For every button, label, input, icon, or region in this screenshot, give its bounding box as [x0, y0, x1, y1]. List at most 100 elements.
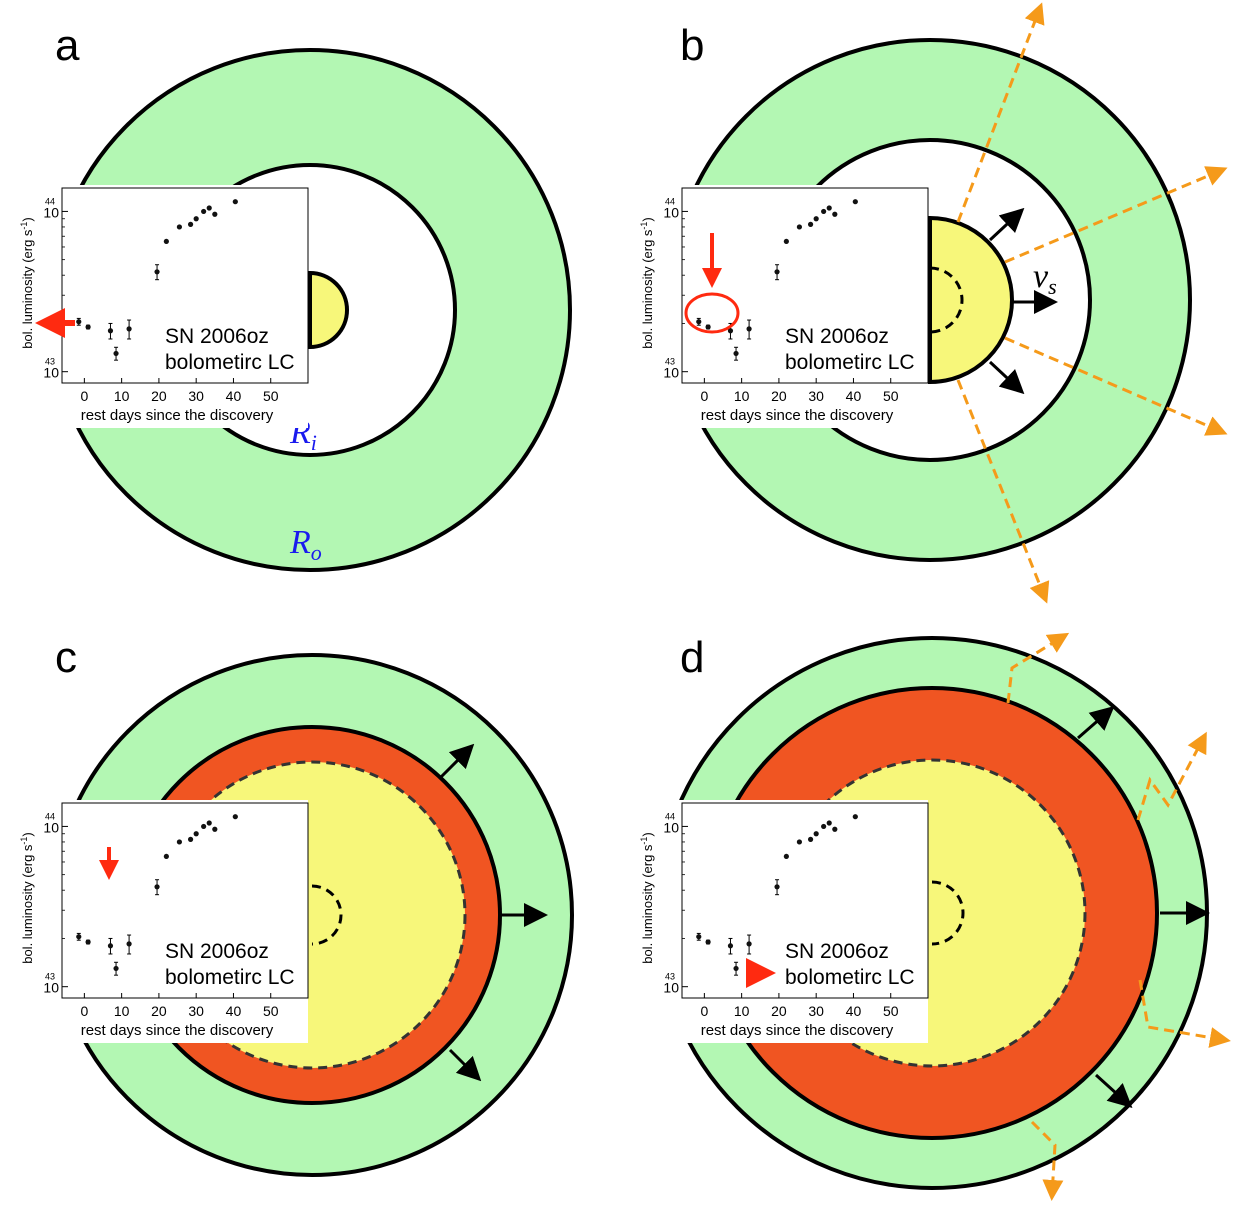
data-point: [212, 211, 218, 217]
data-point: [826, 205, 832, 211]
y-tick-exponent: 43: [45, 972, 55, 982]
y-tick-exponent: 44: [665, 196, 675, 206]
y-tick-label: 10: [663, 204, 679, 220]
y-axis-label: bol. luminosity (erg s-1): [639, 832, 655, 964]
data-point: [774, 884, 780, 890]
data-point: [176, 224, 183, 230]
x-tick-label: 10: [734, 388, 750, 404]
plot-frame: [681, 802, 929, 999]
x-tick-label: 30: [188, 1003, 204, 1019]
x-tick-label: 40: [846, 388, 862, 404]
x-tick-label: 30: [188, 388, 204, 404]
data-point: [176, 839, 183, 845]
x-axis-label: rest days since the discovery: [81, 1022, 274, 1039]
y-tick-exponent: 44: [665, 811, 675, 821]
outer-radius-label: Ro: [289, 524, 322, 565]
y-tick-label: 10: [663, 819, 679, 835]
inset-background: [630, 800, 928, 1043]
data-point: [85, 939, 91, 945]
y-tick-label: 10: [43, 980, 59, 996]
data-point: [212, 826, 218, 832]
data-point: [206, 820, 212, 826]
inset-background: [10, 800, 308, 1043]
data-point: [126, 326, 132, 332]
inset-background: [10, 185, 308, 428]
data-point: [821, 823, 827, 830]
data-point: [232, 199, 238, 205]
data-point: [126, 941, 132, 947]
escaping-photon-path: [1136, 731, 1207, 821]
initial-ejecta-boundary: [931, 880, 965, 946]
x-tick-label: 10: [734, 1003, 750, 1019]
x-tick-label: 30: [808, 388, 824, 404]
data-point: [113, 965, 119, 972]
data-point: [76, 319, 82, 325]
curve-type-label: bolometirc LC: [785, 966, 915, 989]
y-tick-exponent: 43: [45, 357, 55, 367]
data-point: [832, 211, 838, 217]
y-axis-label: bol. luminosity (erg s-1): [19, 832, 35, 964]
curve-type-label: bolometirc LC: [165, 966, 295, 989]
data-point: [826, 820, 832, 826]
shock-velocity-arrow: [988, 360, 1025, 395]
data-point: [163, 238, 169, 245]
panel-label-c: c: [55, 633, 77, 682]
escaping-photon-path: [956, 379, 1050, 604]
data-point: [774, 269, 780, 275]
data-point: [187, 221, 194, 227]
y-tick-label: 10: [43, 819, 59, 835]
y-tick-label: 10: [43, 204, 59, 220]
y-tick-exponent: 44: [45, 811, 55, 821]
data-point: [85, 324, 91, 330]
data-point: [783, 238, 789, 245]
data-point: [807, 221, 814, 227]
x-tick-label: 20: [771, 388, 787, 404]
x-tick-label: 20: [771, 1003, 787, 1019]
x-tick-label: 10: [114, 388, 130, 404]
y-tick-exponent: 43: [665, 972, 675, 982]
data-point: [154, 884, 160, 890]
ejecta-core: [308, 270, 349, 350]
x-axis-label: rest days since the discovery: [81, 407, 274, 424]
data-point: [746, 941, 752, 947]
y-tick-exponent: 44: [45, 196, 55, 206]
escaping-photon-path: [1006, 632, 1070, 704]
data-point: [727, 943, 734, 949]
x-tick-label: 50: [883, 1003, 899, 1019]
data-point: [705, 939, 711, 945]
data-point: [746, 326, 752, 332]
supernova-name: SN 2006oz: [785, 940, 889, 963]
x-tick-label: 50: [263, 388, 279, 404]
y-tick-label: 10: [663, 365, 679, 381]
escaping-photon-path: [1030, 1120, 1064, 1201]
x-axis-label: rest days since the discovery: [701, 1022, 894, 1039]
data-point: [733, 965, 739, 972]
escaping-photon-path: [1138, 979, 1231, 1048]
supernova-name: SN 2006oz: [785, 325, 889, 348]
data-point: [201, 208, 207, 215]
plot-frame: [61, 802, 309, 999]
data-point: [852, 814, 858, 820]
panel-label-b: b: [680, 21, 704, 70]
data-point: [696, 934, 702, 940]
x-tick-label: 10: [114, 1003, 130, 1019]
data-point: [201, 823, 207, 830]
data-point: [821, 208, 827, 215]
x-tick-label: 50: [263, 1003, 279, 1019]
data-point: [813, 831, 819, 837]
supernova-name: SN 2006oz: [165, 325, 269, 348]
data-point: [783, 853, 789, 860]
data-point: [807, 836, 814, 842]
shock-velocity-arrow: [1094, 1073, 1133, 1109]
data-point: [107, 943, 114, 949]
initial-ejecta-boundary: [929, 266, 964, 334]
highlight-circle-panel-b: [684, 292, 740, 334]
data-point: [696, 319, 702, 325]
shock-velocity-arrow: [438, 743, 475, 780]
panel-label-a: a: [55, 21, 80, 70]
expanding-ejecta: [928, 215, 1014, 385]
